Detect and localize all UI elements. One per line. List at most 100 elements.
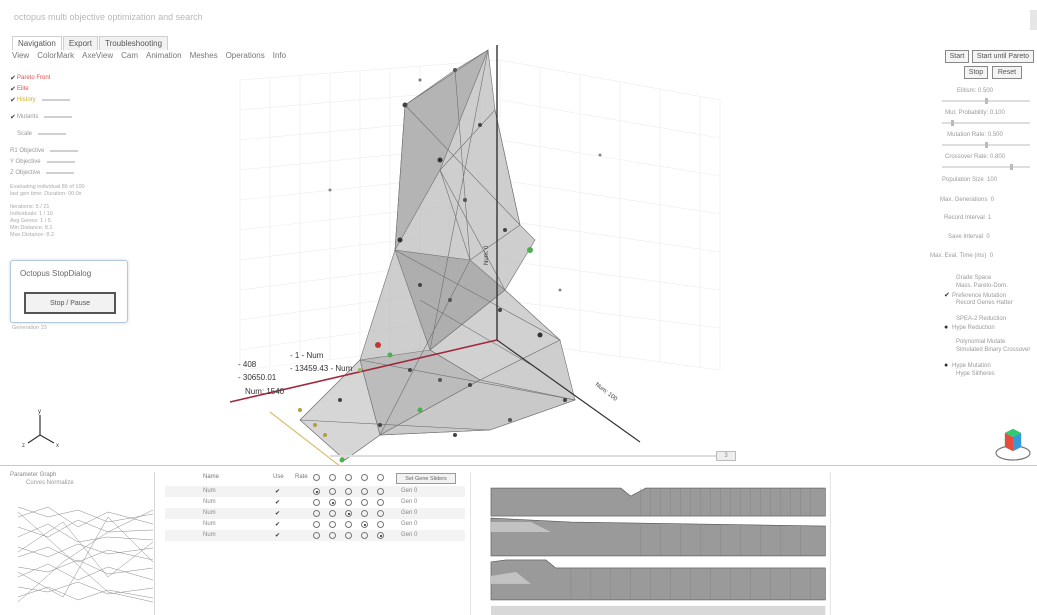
header-radio[interactable] <box>361 474 368 481</box>
rate-radio[interactable] <box>313 510 320 517</box>
window-close-button[interactable] <box>1030 10 1037 30</box>
table-row[interactable]: Num ✔ Gen 0 <box>165 530 465 541</box>
header-radio[interactable] <box>377 474 384 481</box>
header-radio[interactable] <box>345 474 352 481</box>
rate-radio[interactable] <box>377 521 384 528</box>
mutants-slider[interactable] <box>44 115 73 118</box>
use-check-icon[interactable]: ✔ <box>275 489 281 495</box>
max-generations-field[interactable]: Max. Generations 0 <box>940 197 995 203</box>
header-radio[interactable] <box>313 474 320 481</box>
rate-radio[interactable] <box>361 521 368 528</box>
mutation-probability-slider[interactable] <box>942 120 1030 126</box>
population-size-field[interactable]: Population Size 100 <box>942 177 998 183</box>
menu-operations[interactable]: Operations <box>225 51 265 60</box>
rate-radio[interactable] <box>361 532 368 539</box>
menu-cam[interactable]: Cam <box>121 51 138 60</box>
toggle-pareto-front[interactable]: ✔ Pareto Front <box>10 72 130 83</box>
slider-knob[interactable] <box>950 120 954 126</box>
menu-animation[interactable]: Animation <box>145 51 182 60</box>
toggle-elite[interactable]: ✔ Elite <box>10 83 130 94</box>
save-interval-field[interactable]: Save Interval 0 <box>948 234 990 240</box>
rate-radio[interactable] <box>345 488 352 495</box>
option-preference-mutation[interactable]: ✔ Preference Mutation <box>944 292 1007 299</box>
mutation-rate-slider[interactable] <box>942 142 1030 148</box>
slider-knob[interactable] <box>984 142 988 148</box>
objective-slider[interactable] <box>46 171 75 174</box>
rate-radio[interactable] <box>329 499 336 506</box>
option-hype-mutation[interactable]: ● Hype Mutation <box>944 362 991 369</box>
objective-y[interactable]: Y Objective <box>10 156 130 167</box>
table-row[interactable]: Num ✔ Gen 0 <box>165 519 465 530</box>
curves-normalize-toggle[interactable]: Curves Normalize <box>26 480 74 486</box>
rate-radio[interactable] <box>345 510 352 517</box>
rate-radio[interactable] <box>329 521 336 528</box>
tab-export[interactable]: Export <box>62 36 98 50</box>
3d-viewport[interactable]: - 408 - 30650.01 Num: 1540 - 1 - Num - 1… <box>0 40 1037 471</box>
use-check-icon[interactable]: ✔ <box>275 500 281 506</box>
crossover-rate-slider[interactable] <box>942 164 1030 170</box>
objective-z[interactable]: Z Objective <box>10 167 130 178</box>
history-slider[interactable] <box>41 98 70 101</box>
toggle-mutants[interactable]: ✔ Mutants <box>10 111 130 122</box>
option-record-genes[interactable]: Record Genes Hatter <box>956 300 1013 306</box>
rate-radio[interactable] <box>313 499 320 506</box>
menu-view[interactable]: View <box>12 51 30 60</box>
use-check-icon[interactable]: ✔ <box>275 533 281 539</box>
rate-radio[interactable] <box>361 499 368 506</box>
elitism-slider[interactable] <box>942 98 1030 104</box>
table-row[interactable]: Num ✔ Gen 0 <box>165 497 465 508</box>
stop-button[interactable]: Stop <box>964 66 988 79</box>
menu-colormark[interactable]: ColorMark <box>37 51 75 60</box>
rate-radio[interactable] <box>313 532 320 539</box>
option-mass-pareto[interactable]: Mass. Pareto-Dom. <box>956 283 1008 289</box>
rate-radio[interactable] <box>313 488 320 495</box>
slider-knob[interactable] <box>1010 164 1013 170</box>
rate-radio[interactable] <box>377 532 384 539</box>
stop-pause-button[interactable]: Stop / Pause <box>24 292 116 314</box>
rate-radio[interactable] <box>361 488 368 495</box>
rate-radio[interactable] <box>345 532 352 539</box>
option-hype-sillheres[interactable]: Hype Sillheres <box>956 371 995 377</box>
scale-slider[interactable] <box>38 132 67 135</box>
menu-info[interactable]: Info <box>272 51 287 60</box>
objective-slider[interactable] <box>46 160 75 163</box>
menu-axeview[interactable]: AxeView <box>82 51 114 60</box>
viewport-scroll-value[interactable]: 3 <box>716 451 736 461</box>
option-spea2[interactable]: SPEA-2 Reduction <box>956 316 1007 322</box>
slider-knob[interactable] <box>984 98 988 104</box>
rate-radio[interactable] <box>329 488 336 495</box>
use-check-icon[interactable]: ✔ <box>275 522 281 528</box>
use-check-icon[interactable]: ✔ <box>275 511 281 517</box>
start-button[interactable]: Start <box>945 50 969 63</box>
option-polynomial-mutate[interactable]: Polynomial Mutate <box>956 339 1006 345</box>
objective-slider[interactable] <box>50 149 79 152</box>
rate-radio[interactable] <box>377 499 384 506</box>
objective-r1[interactable]: R1 Objective <box>10 145 130 156</box>
reset-button[interactable]: Reset <box>992 66 1022 79</box>
rate-radio[interactable] <box>377 488 384 495</box>
rate-radio[interactable] <box>377 510 384 517</box>
table-row[interactable]: Num ✔ Gen 0 <box>165 508 465 519</box>
tab-troubleshooting[interactable]: Troubleshooting <box>98 36 169 50</box>
rate-radio[interactable] <box>329 532 336 539</box>
record-interval-field[interactable]: Record Interval 1 <box>944 215 992 221</box>
tab-navigation[interactable]: Navigation <box>12 36 62 50</box>
view-cube-icon[interactable] <box>993 423 1033 463</box>
header-radio[interactable] <box>329 474 336 481</box>
menu-meshes[interactable]: Meshes <box>189 51 218 60</box>
rate-radio[interactable] <box>345 499 352 506</box>
table-row[interactable]: Num ✔ Gen 0 <box>165 486 465 497</box>
toggle-history[interactable]: ✔ History <box>10 94 130 105</box>
option-hype-reduction[interactable]: ● Hype Reduction <box>944 324 995 331</box>
viewport-scrollbar[interactable] <box>330 455 720 457</box>
set-gene-sliders-button[interactable]: Set Gene Sliders <box>396 473 456 484</box>
rate-radio[interactable] <box>329 510 336 517</box>
scale-control[interactable]: Scale <box>10 128 130 139</box>
start-until-pareto-button[interactable]: Start until Pareto <box>972 50 1034 63</box>
max-eval-time-field[interactable]: Max. Eval. Time (ms) 0 <box>930 253 994 259</box>
rate-radio[interactable] <box>361 510 368 517</box>
rate-radio[interactable] <box>345 521 352 528</box>
option-sbx[interactable]: Simulated Binary Crossover <box>956 347 1031 353</box>
option-grade-space[interactable]: Grade Space <box>956 275 992 281</box>
rate-radio[interactable] <box>313 521 320 528</box>
